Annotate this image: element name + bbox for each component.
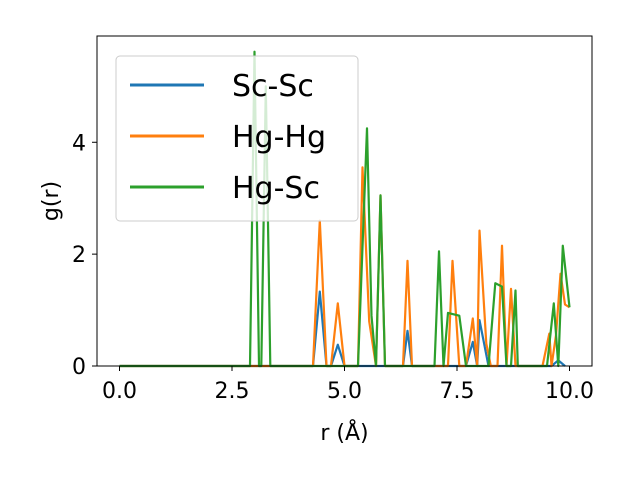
y-tick-label: 2: [72, 243, 86, 268]
legend-frame: [115, 55, 359, 222]
legend-label: Sc-Sc: [232, 69, 314, 104]
x-tick-label: 5.0: [327, 379, 362, 404]
y-axis-ticks: 0 2 4: [72, 131, 97, 380]
legend-label: Hg-Sc: [232, 171, 320, 206]
y-axis-label: g(r): [39, 181, 64, 221]
legend-label: Hg-Hg: [232, 120, 326, 155]
legend: Sc-Sc Hg-Hg Hg-Sc: [115, 55, 359, 222]
x-tick-label: 7.5: [440, 379, 475, 404]
x-axis-ticks: 0.0 2.5 5.0 7.5 10.0: [102, 366, 594, 404]
x-tick-label: 0.0: [102, 379, 137, 404]
x-tick-label: 2.5: [215, 379, 250, 404]
y-tick-label: 0: [72, 355, 86, 380]
x-axis-label: r (Å): [320, 419, 368, 446]
x-tick-label: 10.0: [545, 379, 594, 404]
y-tick-label: 4: [72, 131, 86, 156]
